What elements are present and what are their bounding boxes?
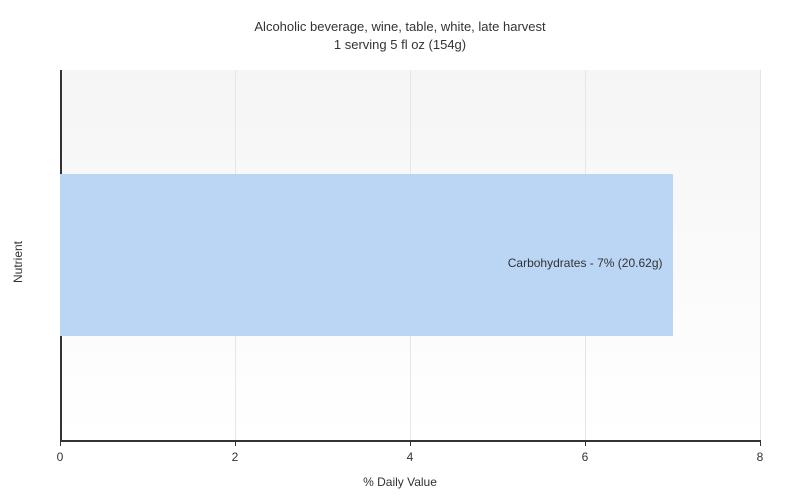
bar-carbohydrates xyxy=(60,174,673,337)
y-axis-title: Nutrient xyxy=(11,241,25,283)
x-tick-label: 6 xyxy=(582,450,589,464)
x-tick xyxy=(60,440,61,446)
x-tick-label: 4 xyxy=(407,450,414,464)
chart-title: Alcoholic beverage, wine, table, white, … xyxy=(0,0,800,54)
x-tick-label: 8 xyxy=(757,450,764,464)
x-tick xyxy=(235,440,236,446)
nutrient-chart: Alcoholic beverage, wine, table, white, … xyxy=(0,0,800,500)
bar-label: Carbohydrates - 7% (20.62g) xyxy=(508,256,663,270)
grid-line xyxy=(760,70,761,440)
title-line-2: 1 serving 5 fl oz (154g) xyxy=(0,36,800,54)
x-axis-title: % Daily Value xyxy=(363,475,437,489)
x-tick xyxy=(760,440,761,446)
x-tick-label: 2 xyxy=(232,450,239,464)
x-tick xyxy=(585,440,586,446)
x-tick xyxy=(410,440,411,446)
x-tick-label: 0 xyxy=(57,450,64,464)
title-line-1: Alcoholic beverage, wine, table, white, … xyxy=(0,18,800,36)
